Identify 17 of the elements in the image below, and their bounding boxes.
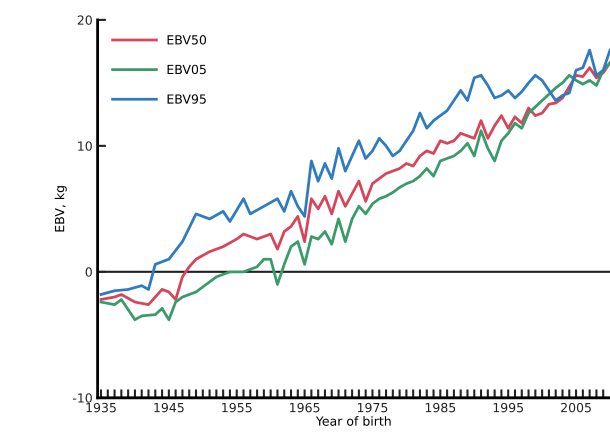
x-tick-label: 1945	[154, 402, 184, 412]
y-tick-label: 0	[86, 267, 92, 277]
y-tick-label: 20	[78, 15, 92, 25]
x-axis-title: Year of birth	[316, 416, 391, 426]
x-tick-label: 2005	[561, 402, 591, 412]
x-tick-label: 1935	[86, 402, 116, 412]
y-tick-label: 10	[78, 141, 92, 151]
legend-label: EBV05	[168, 64, 206, 74]
legend-label: EBV50	[168, 35, 206, 45]
x-tick-label: 1995	[494, 402, 524, 412]
y-tick-label: -10	[72, 393, 92, 403]
x-tick-label: 1975	[358, 402, 388, 412]
x-tick-label: 1985	[426, 402, 456, 412]
x-tick-label: 1965	[290, 402, 320, 412]
x-tick-label: 1955	[222, 402, 252, 412]
legend-label: EBV95	[168, 94, 206, 104]
y-axis-title: EBV, kg	[54, 186, 67, 232]
